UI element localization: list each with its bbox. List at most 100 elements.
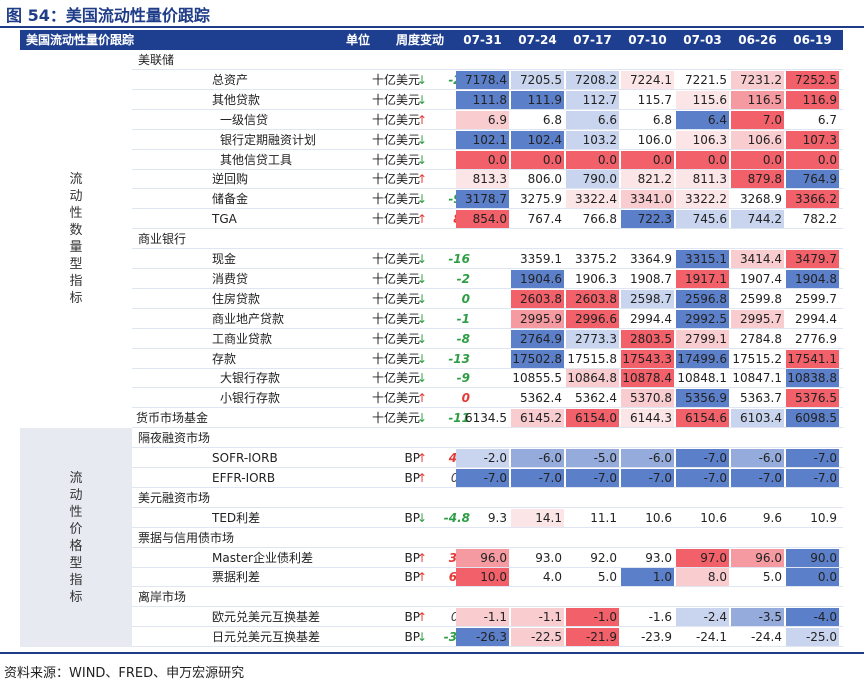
value-cell: 6.8 <box>652 112 672 127</box>
value-cell: 97.0 <box>676 548 729 567</box>
table-row: 存款 十亿美元 ↓ -13 17502.8 17515.8 17543.3 17499.6 17… <box>132 349 843 369</box>
value-cell: 813.3 <box>456 170 509 189</box>
arrow-down-icon: ↓ <box>417 92 428 107</box>
table-header: 美国流动性量价跟踪 单位 周度变动 07-31 07-24 07-17 07-10 07… <box>20 30 843 50</box>
value-cell: 764.9 <box>786 170 839 189</box>
value-cell: -1.0 <box>566 608 619 627</box>
value-cell: -3.5 <box>731 608 784 627</box>
table-row: 货币市场基金 十亿美元 ↓ -11 6134.5 6145.2 6154.0 6144.3 61… <box>132 408 843 429</box>
item-name: 票据利差 <box>212 570 261 585</box>
value-cell: 821.2 <box>621 170 674 189</box>
value-cell: -7.0 <box>676 468 729 487</box>
row-divider <box>132 447 843 449</box>
value-cell: 3364.9 <box>630 252 672 266</box>
category-char: 动 <box>69 487 83 503</box>
weekly-change: -4.8 <box>443 510 470 525</box>
value-cell: 6.9 <box>456 110 509 129</box>
value-cell: 3375.2 <box>575 252 617 266</box>
unit-label: 十亿美元 <box>371 72 420 87</box>
row-divider <box>132 427 843 429</box>
value-cell: 4.0 <box>542 570 562 585</box>
table-row: 商业地产贷款 十亿美元 ↓ -1 2995.9 2996.6 2994.4 2992.5 299… <box>132 309 843 329</box>
value-cell: -7.0 <box>676 449 729 467</box>
value-cell: 0.0 <box>456 150 509 169</box>
arrow-up-icon: ↑ <box>417 610 428 625</box>
value-cell: -1.1 <box>511 608 564 627</box>
row-divider <box>132 486 843 488</box>
value-cell: -22.5 <box>511 628 564 647</box>
item-name: SOFR-IORB <box>212 451 278 465</box>
header-date-07-24: 07-24 <box>518 33 557 47</box>
weekly-change: -1 <box>456 311 470 326</box>
unit-label: BP <box>404 570 420 585</box>
table-row: 总资产十亿美元↓-277178.47205.57208.27224.17221.… <box>132 70 843 90</box>
item-name: 工商业贷款 <box>212 331 273 346</box>
value-cell <box>456 290 509 308</box>
section-row: 隔夜融资市场 <box>132 428 843 449</box>
row-divider <box>132 88 843 90</box>
value-cell: -6.0 <box>621 449 674 467</box>
value-cell: 106.6 <box>731 130 784 149</box>
row-divider <box>132 626 843 628</box>
value-cell: 17515.2 <box>732 351 782 366</box>
value-cell: -7.0 <box>786 449 839 467</box>
row-divider <box>132 168 843 170</box>
value-cell: 744.2 <box>731 210 784 229</box>
arrow-down-icon: ↓ <box>417 252 428 266</box>
item-name: TED利差 <box>212 510 261 525</box>
row-divider <box>132 327 843 329</box>
arrow-down-icon: ↓ <box>417 331 428 346</box>
table-row: 工商业贷款 十亿美元 ↓ -8 2764.9 2773.3 2803.5 2799.1 2784… <box>132 329 843 349</box>
value-cell: -7.0 <box>786 468 839 487</box>
value-cell: -1.6 <box>648 610 672 625</box>
value-cell: 116.9 <box>786 90 839 109</box>
table-row: 日元兑美元互换基差BP↓-3.8-26.3-22.5-21.9-23.9-24.… <box>132 627 843 648</box>
value-cell: 9.6 <box>762 510 782 525</box>
weekly-change: 0 <box>461 291 470 306</box>
item-name: 一级信贷 <box>220 112 269 127</box>
value-cell: 6145.2 <box>511 409 564 428</box>
value-cell: 5376.5 <box>786 389 839 408</box>
value-cell: 2784.8 <box>740 331 782 346</box>
value-cell: 5363.7 <box>740 391 782 406</box>
item-name: 小银行存款 <box>220 391 281 406</box>
value-cell: 17502.8 <box>511 349 564 368</box>
weekly-change: -16 <box>448 252 470 266</box>
value-cell: 3268.9 <box>740 192 782 207</box>
figure-title: 图 54：美国流动性量价跟踪 <box>0 0 864 28</box>
arrow-down-icon: ↓ <box>417 411 428 426</box>
value-cell: 790.0 <box>566 170 619 189</box>
row-divider <box>132 506 843 508</box>
value-cell: -7.0 <box>566 468 619 487</box>
value-cell: 92.0 <box>590 550 617 565</box>
value-cell: 806.0 <box>527 172 562 187</box>
category-label: 流动性数量型指标 <box>20 50 132 428</box>
table-row: SOFR-IORBBP↑4.0-2.0-6.0-5.0-6.0-7.0-6.0-… <box>132 448 843 468</box>
value-cell: 811.3 <box>676 170 729 189</box>
value-cell: -21.9 <box>566 628 619 647</box>
unit-label: 十亿美元 <box>371 192 420 207</box>
value-cell: 103.2 <box>566 130 619 149</box>
value-cell: 9.3 <box>487 510 507 525</box>
value-cell: 5370.8 <box>621 389 674 408</box>
value-cell: 0.0 <box>676 150 729 169</box>
arrow-down-icon: ↓ <box>417 72 428 87</box>
value-cell: 2603.8 <box>511 289 564 308</box>
table-row: TED利差 BP ↓ -4.8 9.3 14.1 11.1 10.6 10.6 9.6 10.9 <box>132 508 843 528</box>
value-cell: -4.0 <box>786 608 839 627</box>
value-cell: 17499.6 <box>676 349 729 368</box>
header-date-07-31: 07-31 <box>463 33 502 47</box>
section-name: 票据与信用债市场 <box>138 530 235 545</box>
unit-label: BP <box>404 550 420 565</box>
value-cell: 1908.7 <box>630 271 672 286</box>
value-cell: -1.1 <box>456 608 509 627</box>
category-char: 数 <box>69 223 83 239</box>
value-cell: 96.0 <box>731 548 784 567</box>
value-cell: 7252.5 <box>786 70 839 89</box>
arrow-down-icon: ↓ <box>417 192 428 207</box>
section-name: 美元融资市场 <box>138 490 211 505</box>
value-cell: 2995.9 <box>511 309 564 328</box>
